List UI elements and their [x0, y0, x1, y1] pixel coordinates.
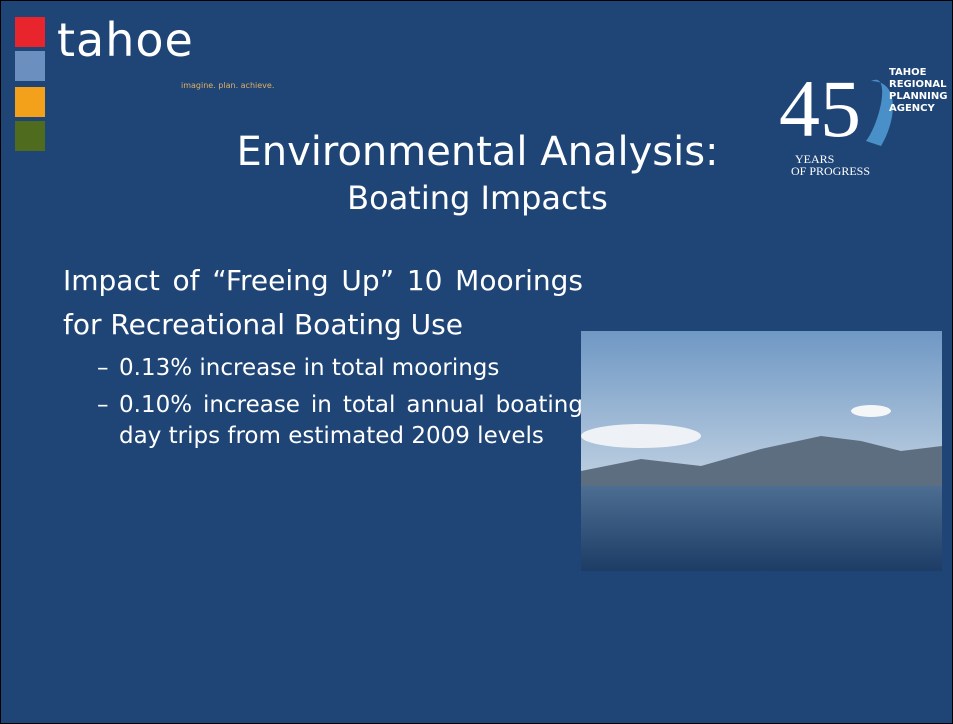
agency-badge: 45 TAHOE REGIONAL PLANNING AGENCY YEARS … — [779, 63, 947, 178]
badge-progress: OF PROGRESS — [791, 164, 870, 178]
bullet: Impact of “Freeing Up” 10 Moorings for R… — [63, 264, 583, 341]
logo-square — [15, 87, 45, 117]
logo-square — [15, 121, 45, 151]
sub-bullet-text: 0.13% increase in total moorings — [119, 355, 500, 381]
badge-years: YEARS — [795, 152, 834, 166]
lake-photo — [581, 331, 942, 571]
sub-bullet-text: 0.10% increase in total annual boating d… — [119, 392, 583, 449]
badge-agency: AGENCY — [889, 103, 935, 114]
tagline: imagine. plan. achieve. — [181, 81, 275, 90]
content: Impact of “Freeing Up” 10 Moorings for R… — [63, 259, 583, 452]
sub-bullet: –0.10% increase in total annual boating … — [97, 390, 583, 452]
subtitle: Boating Impacts — [347, 179, 608, 217]
logo-square — [15, 17, 45, 47]
sub-bullet: –0.13% increase in total moorings — [97, 353, 583, 384]
logo-square — [15, 51, 45, 81]
badge-number: 45 — [779, 63, 861, 154]
badge-agency: PLANNING — [889, 91, 947, 102]
badge-agency: REGIONAL — [889, 79, 947, 90]
title: Environmental Analysis: — [236, 129, 719, 175]
badge-agency: TAHOE — [889, 67, 927, 78]
logo-text: tahoe — [57, 13, 194, 67]
